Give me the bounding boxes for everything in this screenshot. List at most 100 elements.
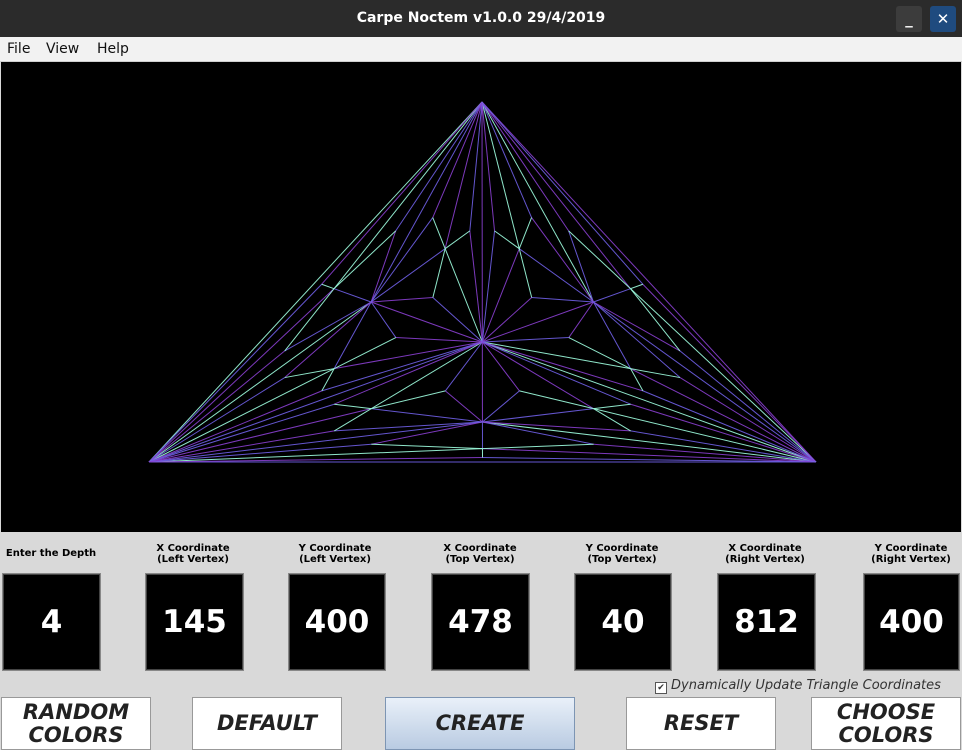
y-right-field[interactable]: 400	[863, 573, 960, 671]
dynamic-update-checkbox[interactable]: ✔ Dynamically Update Triangle Coordinates	[655, 678, 941, 694]
window-title: Carpe Noctem v1.0.0 29/4/2019	[0, 10, 962, 26]
y-left-field[interactable]: 400	[288, 573, 386, 671]
y-top-label-line2: (Top Vertex)	[587, 554, 656, 565]
triangle-line	[334, 409, 371, 431]
triangle-line	[482, 298, 531, 342]
triangle-line	[630, 284, 642, 288]
triangle-line	[482, 102, 593, 302]
checkbox-check-icon[interactable]: ✔	[655, 682, 667, 694]
triangle-line	[433, 218, 445, 249]
triangle-line	[149, 302, 371, 462]
triangle-line	[569, 231, 594, 302]
triangle-line	[482, 102, 630, 289]
triangle-line	[334, 338, 396, 369]
triangle-line	[371, 298, 433, 302]
random-colors-line2: COLORS	[28, 723, 123, 747]
y-left-label: Y Coordinate(Left Vertex)	[286, 543, 384, 565]
y-left-label-line1: Y Coordinate	[299, 543, 372, 554]
create-button[interactable]: CREATE	[385, 697, 575, 750]
triangle-line	[482, 444, 593, 448]
triangle-line	[482, 102, 643, 284]
triangle-line	[149, 102, 482, 462]
triangle-line	[593, 289, 630, 302]
x-top-label-line2: (Top Vertex)	[445, 554, 514, 565]
menu-file[interactable]: File	[7, 41, 30, 57]
triangle-line	[371, 444, 482, 448]
y-top-field[interactable]: 40	[574, 573, 672, 671]
x-top-field[interactable]: 478	[431, 573, 530, 671]
y-top-label-line1: Y Coordinate	[586, 543, 659, 554]
triangle-line	[396, 338, 482, 342]
x-top-label-line1: X Coordinate	[443, 543, 516, 554]
x-right-label-line1: X Coordinate	[728, 543, 801, 554]
triangle-line	[482, 102, 816, 462]
triangle-line	[593, 302, 680, 378]
y-top-label: Y Coordinate(Top Vertex)	[572, 543, 672, 565]
depth-label: Enter the Depth	[3, 548, 99, 559]
default-button[interactable]: DEFAULT	[192, 697, 342, 750]
triangle-line	[433, 298, 482, 342]
triangle-line	[631, 369, 680, 378]
y-right-label: Y Coordinate(Right Vertex)	[860, 543, 962, 565]
triangle-line	[593, 302, 816, 462]
minimize-button[interactable]: _	[896, 6, 922, 32]
triangle-line	[285, 302, 371, 378]
triangle-line	[334, 102, 482, 289]
triangle-line	[371, 231, 396, 302]
triangle-line	[631, 369, 816, 462]
menu-view[interactable]: View	[46, 41, 79, 57]
choose-colors-line1: CHOOSE	[837, 700, 935, 724]
triangle-line	[532, 298, 594, 302]
triangle-line	[482, 342, 816, 462]
triangle-line	[371, 302, 396, 338]
title-bar: Carpe Noctem v1.0.0 29/4/2019 _ ✕	[0, 0, 962, 37]
triangle-line	[334, 289, 371, 302]
triangle-line	[482, 391, 519, 422]
menu-help[interactable]: Help	[97, 41, 129, 57]
triangle-line	[569, 338, 631, 369]
triangle-line	[482, 338, 568, 342]
reset-button[interactable]: RESET	[626, 697, 776, 750]
triangle-line	[630, 289, 679, 351]
y-left-label-line2: (Left Vertex)	[299, 554, 371, 565]
x-right-label: X Coordinate(Right Vertex)	[714, 543, 816, 565]
x-left-field[interactable]: 145	[145, 573, 244, 671]
x-left-label: X Coordinate(Left Vertex)	[144, 543, 242, 565]
triangle-line	[482, 102, 569, 231]
x-right-label-line2: (Right Vertex)	[725, 554, 805, 565]
depth-field[interactable]: 4	[2, 573, 101, 671]
triangle-line	[445, 391, 482, 422]
triangle-drawing	[1, 62, 961, 532]
triangle-line	[569, 302, 594, 338]
triangle-line	[482, 342, 630, 404]
drawing-canvas	[1, 62, 961, 532]
triangle-line	[334, 342, 482, 404]
y-right-label-line2: (Right Vertex)	[871, 554, 951, 565]
triangle-line	[322, 284, 334, 288]
y-right-label-line1: Y Coordinate	[875, 543, 948, 554]
triangle-line	[371, 302, 482, 342]
triangle-line	[594, 404, 631, 408]
triangle-line	[149, 342, 482, 462]
triangle-line	[371, 102, 482, 302]
x-left-label-line2: (Left Vertex)	[157, 554, 229, 565]
triangle-line	[371, 391, 445, 409]
menu-bar: File View Help	[0, 37, 962, 62]
triangle-line	[680, 378, 816, 462]
triangle-line	[285, 369, 334, 378]
triangle-line	[334, 404, 371, 408]
triangle-line	[482, 409, 593, 422]
close-button[interactable]: ✕	[930, 6, 956, 32]
triangle-line	[482, 302, 593, 342]
dynamic-update-label: Dynamically Update Triangle Coordinates	[671, 678, 941, 693]
triangle-line	[594, 409, 631, 431]
x-left-label-line1: X Coordinate	[156, 543, 229, 554]
triangle-line	[519, 391, 593, 409]
x-right-field[interactable]: 812	[717, 573, 816, 671]
triangle-line	[149, 369, 334, 462]
triangle-line	[322, 102, 482, 284]
triangle-line	[149, 422, 482, 462]
triangle-line	[396, 102, 482, 231]
